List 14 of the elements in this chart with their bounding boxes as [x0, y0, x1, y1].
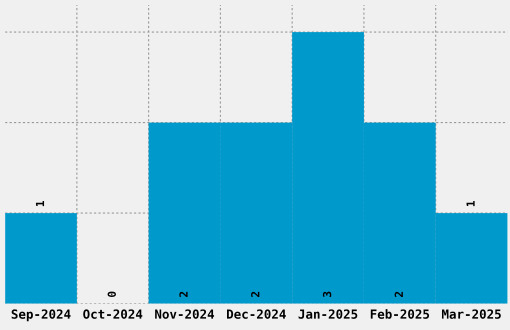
x-tick-label: Mar-2025 — [442, 309, 501, 319]
x-tick-label: Feb-2025 — [370, 309, 430, 319]
x-tick-label: Oct-2024 — [83, 309, 142, 319]
data-label: 1 — [466, 200, 475, 206]
data-label: 2 — [251, 292, 260, 298]
data-label: 3 — [322, 292, 332, 297]
x-tick-label: Dec-2024 — [227, 309, 286, 319]
data-label: 2 — [179, 292, 188, 298]
data-label: 1 — [36, 200, 44, 206]
x-tick-label: Jan-2025 — [298, 309, 358, 319]
x-tick-label: Nov-2024 — [155, 309, 214, 319]
x-tick-label: Sep-2024 — [12, 309, 71, 322]
data-label: 0 — [108, 292, 116, 297]
data-label: 2 — [394, 292, 403, 298]
